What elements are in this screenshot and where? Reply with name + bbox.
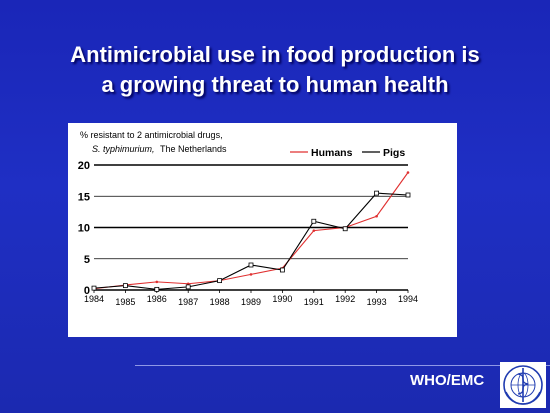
x-tick-label: 1987: [178, 297, 198, 307]
data-point-pigs: [155, 287, 159, 291]
data-point-pigs: [375, 191, 379, 195]
chart-panel: % resistant to 2 antimicrobial drugs, S.…: [68, 123, 457, 337]
legend-label-humans: Humans: [311, 147, 353, 159]
data-point-humans: [375, 215, 378, 218]
data-point-humans: [407, 171, 410, 174]
data-point-pigs: [249, 263, 253, 267]
y-tick-label: 10: [78, 223, 90, 235]
title-line-2: a growing threat to human health: [0, 70, 550, 100]
who-emblem-icon: [500, 362, 546, 408]
x-tick-label: 1984: [84, 294, 104, 304]
x-tick-label: 1991: [304, 297, 324, 307]
x-tick-label: 1993: [367, 297, 387, 307]
chart-subtitle-species: S. typhimurium,: [92, 144, 155, 154]
x-tick-label: 1988: [210, 297, 230, 307]
chart-subtitle-line-1: % resistant to 2 antimicrobial drugs,: [80, 130, 223, 140]
y-tick-label: 20: [78, 160, 90, 172]
data-point-pigs: [218, 279, 222, 283]
data-point-humans: [250, 273, 253, 276]
chart-subtitle-country: The Netherlands: [160, 144, 227, 154]
x-tick-label: 1992: [335, 294, 355, 304]
data-point-humans: [313, 229, 316, 232]
data-point-pigs: [186, 285, 190, 289]
data-point-humans: [156, 281, 159, 284]
x-tick-label: 1990: [272, 294, 292, 304]
x-tick-label: 1989: [241, 297, 261, 307]
y-tick-label: 5: [84, 254, 90, 266]
legend-label-pigs: Pigs: [383, 147, 405, 159]
data-point-pigs: [406, 193, 410, 197]
line-chart: % resistant to 2 antimicrobial drugs, S.…: [68, 123, 457, 337]
footer-divider: [135, 365, 550, 366]
data-point-pigs: [92, 286, 96, 290]
slide-title: Antimicrobial use in food production is …: [0, 40, 550, 100]
data-point-pigs: [343, 227, 347, 231]
x-tick-label: 1986: [147, 294, 167, 304]
data-point-pigs: [280, 268, 284, 272]
series-line-humans: [94, 173, 408, 289]
data-point-pigs: [123, 284, 127, 288]
x-tick-label: 1994: [398, 294, 418, 304]
y-tick-label: 15: [78, 191, 90, 203]
x-tick-label: 1985: [115, 297, 135, 307]
data-point-pigs: [312, 219, 316, 223]
footer-label: WHO/EMC: [410, 372, 484, 389]
title-line-1: Antimicrobial use in food production is: [0, 40, 550, 70]
